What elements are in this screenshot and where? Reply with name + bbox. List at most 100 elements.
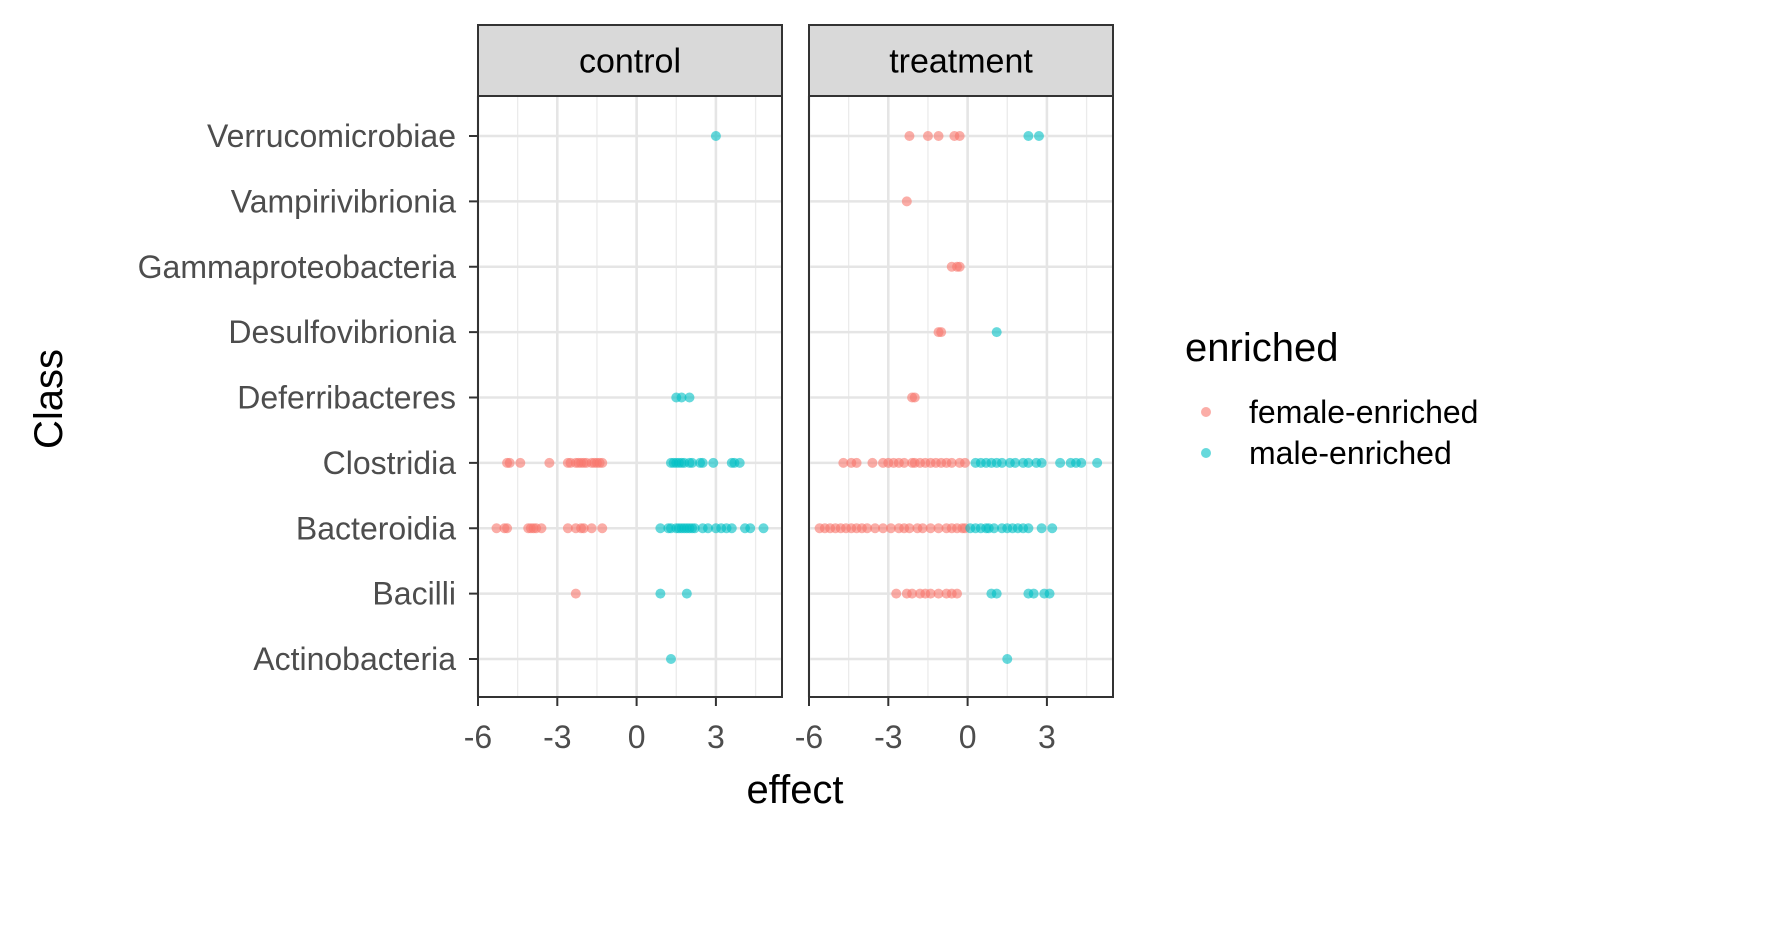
- data-point: [570, 588, 581, 599]
- data-point: [901, 196, 912, 207]
- legend-entry: male-enriched: [1201, 435, 1452, 471]
- y-axis-title: Class: [27, 349, 71, 449]
- y-tick-label: Clostridia: [323, 445, 457, 481]
- y-tick-label: Gammaproteobacteria: [138, 249, 457, 285]
- data-point: [745, 523, 756, 534]
- data-point: [933, 131, 944, 141]
- data-point: [838, 457, 849, 468]
- y-tick-label: Bacteroidia: [296, 510, 456, 546]
- data-point: [959, 457, 970, 468]
- data-point: [933, 523, 944, 534]
- data-point: [544, 457, 555, 468]
- data-point: [899, 457, 910, 468]
- data-point: [1055, 457, 1066, 468]
- data-point: [1002, 654, 1013, 664]
- legend: enriched female-enriched male-enriched: [1185, 326, 1478, 471]
- data-point: [1023, 457, 1034, 468]
- data-point: [867, 457, 878, 468]
- data-point: [655, 588, 666, 599]
- legend-entry: female-enriched: [1201, 394, 1478, 430]
- legend-key: [1201, 407, 1211, 417]
- data-point: [578, 523, 589, 534]
- facet-strip: [477, 24, 783, 97]
- data-point: [697, 457, 708, 468]
- x-tick-label: -6: [464, 719, 492, 755]
- facet-panel-treatment: treatment -6 -3 0 3: [795, 24, 1114, 755]
- data-point: [1033, 131, 1044, 141]
- data-point: [1023, 131, 1034, 141]
- data-point: [954, 261, 965, 272]
- data-point: [708, 457, 719, 468]
- data-point: [504, 457, 515, 468]
- data-point: [870, 523, 881, 534]
- x-tick-label: 0: [959, 719, 977, 755]
- data-point: [687, 457, 698, 468]
- data-point: [904, 523, 915, 534]
- data-point: [954, 131, 965, 141]
- data-point: [862, 523, 873, 534]
- legend-label: male-enriched: [1249, 435, 1452, 471]
- data-point: [1036, 523, 1047, 534]
- data-point: [1010, 457, 1021, 468]
- data-point: [936, 327, 947, 338]
- panel-border: [808, 95, 1114, 698]
- data-point: [655, 523, 666, 534]
- data-point: [515, 457, 526, 468]
- data-point: [925, 588, 936, 599]
- facet-panels: control -6 -3 0 3 treatment -6 -3 0 3: [464, 24, 1114, 755]
- data-point: [689, 523, 700, 534]
- y-tick-label: Vampirivibrionia: [231, 183, 456, 219]
- x-tick-label: 3: [707, 719, 725, 755]
- data-point: [684, 392, 695, 403]
- y-tick-label: Deferribacteres: [237, 380, 456, 416]
- x-tick-label: 0: [628, 719, 646, 755]
- data-point: [991, 588, 1002, 599]
- data-point: [878, 523, 889, 534]
- legend-key: [1201, 448, 1211, 458]
- y-tick-label: Actinobacteria: [253, 641, 456, 677]
- x-tick-label: -6: [795, 719, 823, 755]
- data-point: [597, 457, 608, 468]
- data-point: [681, 588, 692, 599]
- x-tick-label: -3: [543, 719, 571, 755]
- data-point: [536, 523, 547, 534]
- data-point: [665, 654, 676, 664]
- legend-title: enriched: [1185, 326, 1338, 370]
- data-point: [996, 457, 1007, 468]
- data-point: [702, 523, 713, 534]
- data-point: [676, 392, 687, 403]
- data-point: [952, 588, 963, 599]
- data-point: [851, 457, 862, 468]
- data-point: [909, 392, 920, 403]
- facet-label: control: [579, 43, 681, 81]
- facet-strip: [808, 24, 1114, 97]
- data-point: [1044, 588, 1055, 599]
- y-tick-label: Bacilli: [372, 576, 456, 612]
- y-tick-label: Verrucomicrobiae: [207, 118, 456, 154]
- x-tick-label: 3: [1038, 719, 1056, 755]
- data-point: [562, 523, 573, 534]
- data-point: [597, 523, 608, 534]
- data-point: [989, 523, 1000, 534]
- data-point: [1036, 457, 1047, 468]
- data-point: [922, 131, 933, 141]
- data-point: [907, 588, 918, 599]
- data-point: [586, 523, 597, 534]
- data-point: [726, 523, 737, 534]
- data-point: [1047, 523, 1058, 534]
- facet-panel-control: control -6 -3 0 3: [464, 24, 783, 755]
- data-point: [1023, 523, 1034, 534]
- data-point: [885, 523, 896, 534]
- data-point: [904, 131, 915, 141]
- data-point: [491, 523, 502, 534]
- facet-label: treatment: [889, 43, 1033, 81]
- y-tick-label: Desulfovibrionia: [228, 314, 456, 350]
- data-point: [933, 588, 944, 599]
- data-point: [917, 523, 928, 534]
- data-point: [734, 457, 745, 468]
- data-point: [925, 523, 936, 534]
- y-axis: Actinobacteria Bacilli Bacteroidia Clostrid…: [138, 118, 478, 677]
- data-point: [758, 523, 769, 534]
- data-point: [502, 523, 513, 534]
